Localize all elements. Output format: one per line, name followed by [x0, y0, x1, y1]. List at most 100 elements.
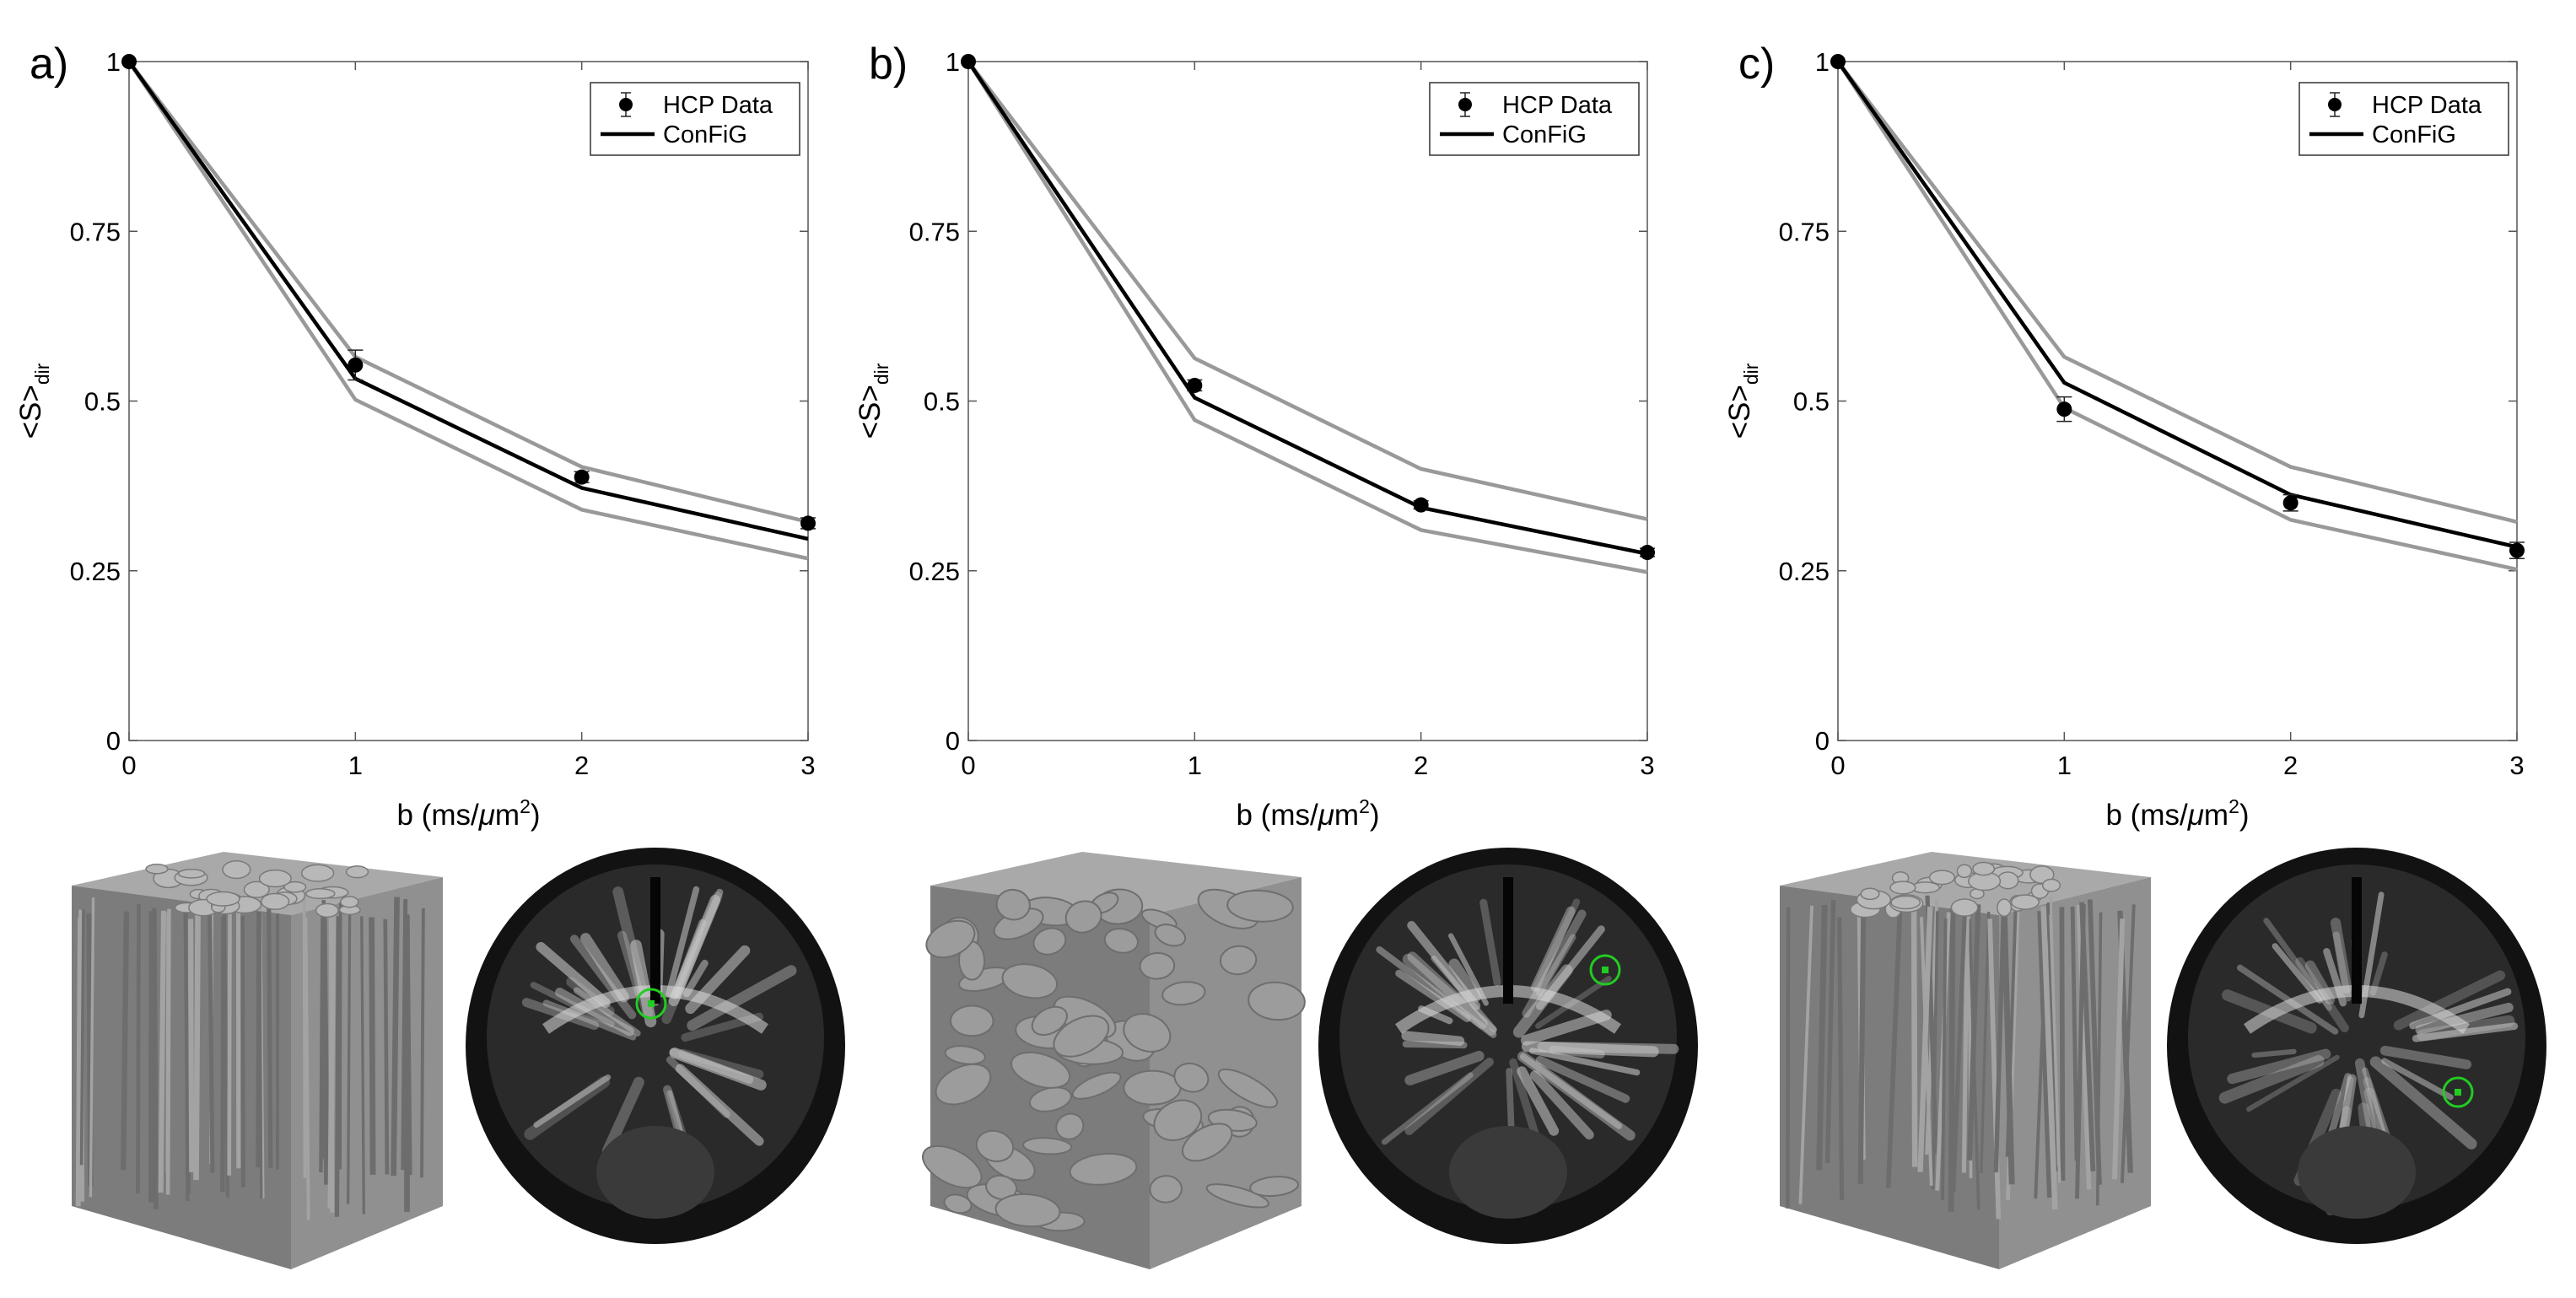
substrate-fiber — [240, 915, 245, 1188]
chart-panel-1: a) 0 1 2 3 0 0.25 0.5 0.75 1 b (ms/μm2) <S>dir HCP D… — [14, 40, 816, 832]
legend-label-config: ConFiG — [2372, 121, 2456, 148]
data-point — [800, 515, 816, 531]
y-tick-label: 0.25 — [909, 557, 960, 586]
substrate-fiber-end — [1928, 870, 1956, 886]
substrate-fiber — [383, 918, 390, 1175]
x-tick-label: 3 — [1640, 751, 1654, 780]
substrate-fiber — [1103, 928, 1140, 954]
substrate-fiber-end — [222, 859, 251, 880]
brain-slice-2 — [1318, 848, 1698, 1244]
substrate-fiber — [1001, 963, 1059, 999]
substrate-fiber — [1910, 903, 1918, 1167]
config-line — [1836, 60, 2518, 549]
data-point — [574, 469, 590, 485]
white-matter-tract — [2246, 1054, 2340, 1112]
substrate-fiber-end — [345, 865, 369, 879]
substrate-fiber — [391, 897, 400, 1177]
substrate-fiber — [2059, 907, 2066, 1181]
white-matter-tract — [675, 1064, 764, 1146]
roi-voxel — [2455, 1089, 2461, 1096]
white-matter-tract — [1381, 1072, 1474, 1145]
substrate-fiber-end — [243, 881, 270, 898]
white-matter-tract — [1533, 898, 1581, 991]
legend-marker — [2328, 98, 2342, 111]
y-tick-label: 0.25 — [70, 557, 121, 586]
substrate-fiber — [1226, 889, 1294, 923]
legend-label-hcp: HCP Data — [1502, 92, 1613, 119]
substrate-fiber-end — [1890, 895, 1921, 910]
substrate-fiber — [420, 908, 425, 1178]
white-matter-tract — [682, 959, 709, 998]
data-point — [2282, 495, 2298, 511]
white-matter-tract — [1517, 1066, 1560, 1136]
white-matter-tract — [580, 933, 629, 1003]
white-matter-tract — [1517, 1051, 1636, 1141]
substrate-fiber — [158, 910, 167, 1193]
substrate-2 — [922, 852, 1306, 1269]
white-matter-tract — [1404, 1050, 1485, 1085]
data-point — [1640, 545, 1655, 561]
substrate-fiber — [1053, 1015, 1110, 1058]
x-tick-label: 1 — [2057, 751, 2072, 780]
white-matter-tract — [536, 941, 611, 1008]
x-tick-label: 1 — [1188, 751, 1202, 780]
substrate-fiber-end — [1950, 898, 1979, 917]
substrate-fiber — [1885, 907, 1903, 1188]
substrate-fiber — [1920, 917, 1933, 1187]
white-matter-tract — [1535, 1055, 1630, 1103]
y-tick-label: 0.75 — [70, 217, 121, 246]
white-matter-tract — [542, 999, 637, 1041]
substrate-fiber — [1205, 1183, 1269, 1209]
bound-line — [127, 60, 809, 524]
substrate-fiber — [1217, 1068, 1279, 1108]
substrate-fiber — [1032, 927, 1067, 956]
brain-tissue — [2188, 864, 2525, 1210]
white-matter-tract — [566, 977, 615, 1016]
substrate-fiber — [1182, 1123, 1233, 1162]
substrate-fiber — [2070, 906, 2079, 1161]
substrate-fiber — [943, 1193, 973, 1215]
substrate-fiber-end — [260, 892, 290, 911]
roi-voxel — [1602, 967, 1609, 973]
substrate-fiber-end — [145, 864, 169, 875]
y-tick-label: 1 — [946, 47, 960, 77]
brainstem — [1449, 1126, 1567, 1219]
substrate-fiber-end — [283, 881, 307, 893]
substrate-fiber — [2037, 911, 2052, 1198]
substrate-fiber-end — [2029, 865, 2055, 884]
white-matter-tract — [669, 1048, 767, 1091]
substrate-fiber — [1069, 1152, 1138, 1186]
plot-area — [967, 61, 1648, 741]
substrate-fiber — [207, 902, 215, 1173]
white-matter-tract — [2369, 1056, 2477, 1150]
brainstem — [2298, 1126, 2416, 1219]
substrate-fiber-end — [1889, 881, 1916, 895]
y-tick-label: 0.5 — [924, 387, 960, 417]
substrate-fiber-end — [340, 896, 359, 908]
substrate-fiber — [2111, 918, 2126, 1180]
substrate-fiber — [165, 912, 170, 1171]
x-tick-label: 2 — [1414, 751, 1428, 780]
substrate-fiber-end — [2041, 878, 2061, 892]
white-matter-tract — [1479, 898, 1501, 987]
substrate-fiber — [334, 916, 341, 1217]
white-matter-tract — [533, 1074, 612, 1128]
roi-voxel — [648, 1000, 655, 1007]
substrate-fiber — [944, 1045, 986, 1065]
roi-circle — [635, 988, 667, 1020]
substrate-fiber — [1123, 1069, 1182, 1106]
substrate-fiber — [360, 916, 365, 1215]
bound-line — [967, 60, 1648, 521]
substrate-fiber — [338, 902, 342, 1170]
substrate-fiber — [1010, 1051, 1071, 1089]
white-matter-tract — [1529, 1048, 1641, 1076]
white-matter-tract — [1536, 934, 1576, 997]
substrate-fiber — [1071, 1071, 1122, 1100]
x-tick-label: 0 — [121, 751, 136, 780]
substrate-fiber — [79, 909, 85, 1166]
data-point — [1187, 377, 1203, 393]
substrate-fiber — [1248, 981, 1306, 1021]
x-tick-label: 0 — [1830, 751, 1845, 780]
